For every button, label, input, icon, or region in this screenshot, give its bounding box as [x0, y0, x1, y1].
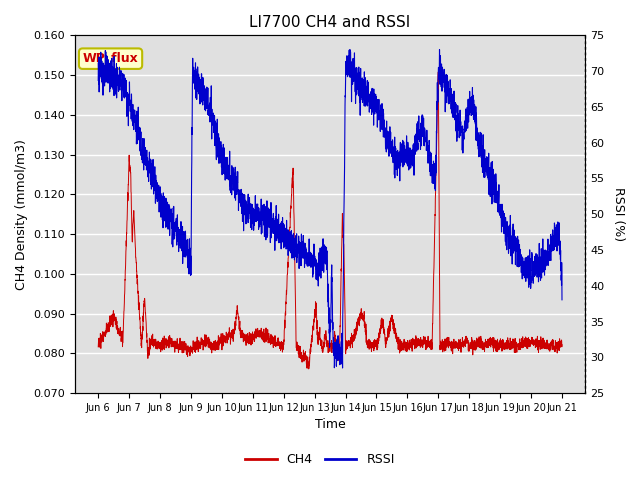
- X-axis label: Time: Time: [315, 419, 346, 432]
- Text: WP_flux: WP_flux: [83, 52, 138, 65]
- Legend: CH4, RSSI: CH4, RSSI: [240, 448, 400, 471]
- Y-axis label: CH4 Density (mmol/m3): CH4 Density (mmol/m3): [15, 139, 28, 289]
- Title: LI7700 CH4 and RSSI: LI7700 CH4 and RSSI: [250, 15, 411, 30]
- Y-axis label: RSSI (%): RSSI (%): [612, 187, 625, 241]
